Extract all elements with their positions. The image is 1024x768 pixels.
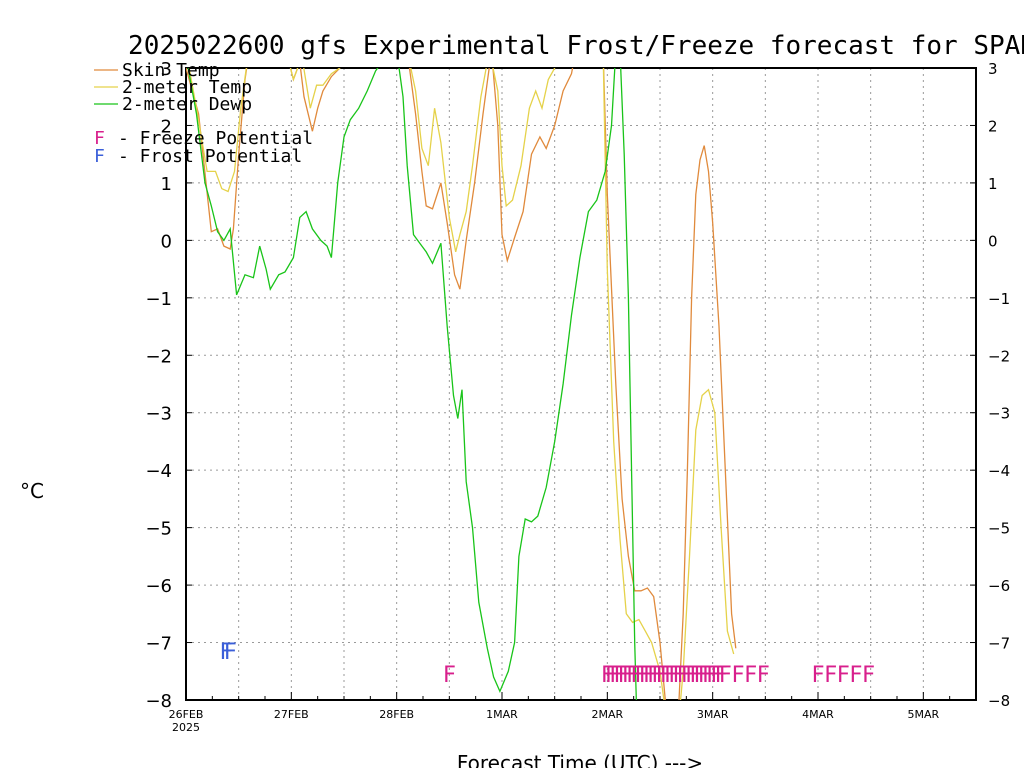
y-tick-label-right: 3 — [988, 60, 998, 78]
y-axis-label: °C — [20, 479, 44, 503]
y-tick-label-right: −2 — [988, 347, 1010, 365]
x-tick-label: 28FEB — [379, 708, 414, 721]
y-tick-label-left: −7 — [145, 634, 172, 655]
y-tick-label-right: −8 — [988, 692, 1010, 710]
y-tick-label-left: 1 — [161, 174, 172, 195]
freeze-marker: F — [702, 663, 715, 688]
y-tick-label-right: −1 — [988, 290, 1010, 308]
freeze-marker: F — [601, 663, 614, 688]
x-tick-label: 3MAR — [697, 708, 729, 721]
y-tick-label-right: −3 — [988, 405, 1010, 423]
x-tick-label: 2MAR — [591, 708, 623, 721]
y-tick-label-left: 3 — [161, 59, 172, 80]
x-tick-label: 1MAR — [486, 708, 518, 721]
freeze-marker: F — [714, 663, 727, 688]
y-tick-label-left: −5 — [145, 519, 172, 540]
series-line-2-meter-dewp — [187, 68, 637, 700]
freeze-marker: F — [672, 663, 685, 688]
freeze-marker: F — [630, 663, 643, 688]
x-tick-label: 26FEB — [169, 708, 204, 721]
y-tick-label-left: −3 — [145, 404, 172, 425]
freeze-marker: F — [698, 663, 711, 688]
y-tick-label-right: −4 — [988, 462, 1010, 480]
freeze-marker: F — [824, 663, 837, 688]
x-tick-label: 4MAR — [802, 708, 834, 721]
y-tick-label-right: −7 — [988, 635, 1010, 653]
freeze-marker: F — [731, 663, 744, 688]
freeze-marker: F — [706, 663, 719, 688]
legend-frost-letter: F — [94, 146, 105, 167]
series-line-2-meter-temp — [188, 68, 735, 700]
legend-freeze-letter: F — [94, 128, 105, 149]
freeze-marker: F — [685, 663, 698, 688]
freeze-marker: F — [651, 663, 664, 688]
legend-label: 2-meter Temp — [122, 77, 252, 98]
series-lines — [186, 68, 737, 700]
legend-frost-label: - Frost Potential — [118, 146, 302, 167]
y-tick-label-right: −6 — [988, 577, 1010, 595]
x-axis-label: Forecast Time (UTC) ---> — [457, 751, 703, 768]
legend-label: 2-meter Dewp — [122, 94, 252, 115]
freeze-marker: F — [647, 663, 660, 688]
freeze-marker: F — [710, 663, 723, 688]
freeze-marker: F — [634, 663, 647, 688]
y-tick-label-left: 2 — [161, 116, 172, 137]
freeze-marker: F — [618, 663, 631, 688]
freeze-marker: F — [744, 663, 757, 688]
grid — [186, 68, 976, 700]
y-tick-label-right: 0 — [988, 232, 998, 250]
legend-label: Skin Temp — [122, 60, 220, 81]
freeze-marker: F — [605, 663, 618, 688]
freeze-marker: F — [639, 663, 652, 688]
freeze-marker: F — [664, 663, 677, 688]
freeze-marker: F — [811, 663, 824, 688]
y-tick-label-left: 0 — [161, 231, 172, 252]
freeze-marker: F — [613, 663, 626, 688]
y-tick-label-right: −5 — [988, 520, 1010, 538]
frost-marker: F — [224, 640, 237, 665]
freeze-marker: F — [660, 663, 673, 688]
y-tick-label-left: −4 — [145, 461, 172, 482]
freeze-marker: F — [643, 663, 656, 688]
freeze-marker: F — [677, 663, 690, 688]
freeze-marker: F — [681, 663, 694, 688]
chart-title: 2025022600 gfs Experimental Frost/Freeze… — [128, 31, 1024, 61]
freeze-marker: F — [862, 663, 875, 688]
x-tick-year-label: 2025 — [172, 721, 200, 734]
x-tick-label: 27FEB — [274, 708, 309, 721]
freeze-marker: F — [693, 663, 706, 688]
freeze-marker: F — [655, 663, 668, 688]
y-tick-label-right: 1 — [988, 175, 998, 193]
y-tick-label-left: −8 — [145, 691, 172, 712]
y-tick-label-right: 2 — [988, 117, 998, 135]
frost-marker: F — [219, 640, 232, 665]
freeze-marker: F — [719, 663, 732, 688]
y-tick-label-left: −1 — [145, 289, 172, 310]
freeze-marker: F — [837, 663, 850, 688]
y-tick-label-left: −2 — [145, 346, 172, 367]
freeze-marker: F — [626, 663, 639, 688]
x-tick-label: 5MAR — [907, 708, 939, 721]
freeze-marker: F — [849, 663, 862, 688]
freeze-marker: F — [609, 663, 622, 688]
freeze-marker: F — [443, 663, 456, 688]
y-tick-label-left: −6 — [145, 576, 172, 597]
plot-frame — [185, 67, 977, 701]
freeze-marker: F — [622, 663, 635, 688]
freeze-marker: F — [757, 663, 770, 688]
freeze-marker: F — [689, 663, 702, 688]
legend-freeze-label: - Freeze Potential — [118, 128, 313, 149]
freeze-marker: F — [668, 663, 681, 688]
